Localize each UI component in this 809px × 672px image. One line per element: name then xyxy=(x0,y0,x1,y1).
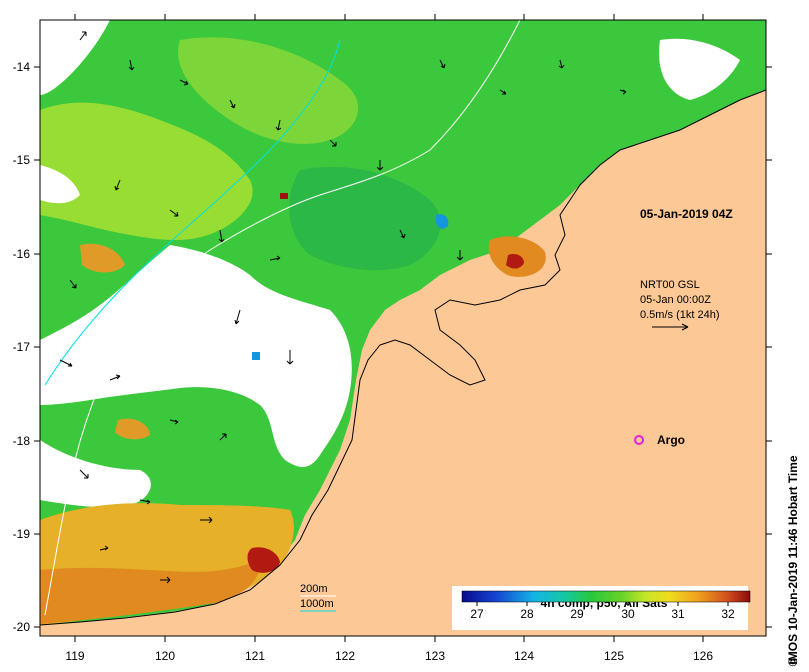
sst-west-warm-2 xyxy=(115,418,150,440)
colorbar-tick-label: 32 xyxy=(721,607,735,621)
argo-label: Argo xyxy=(657,433,685,447)
current-arrow xyxy=(169,209,179,217)
lat-label: -17 xyxy=(13,340,31,354)
current-arrow xyxy=(399,229,406,239)
current-arrow xyxy=(139,499,151,505)
lat-label: -18 xyxy=(13,434,31,448)
latitude-labels: -14 -15 -16 -17 -18 -19 -20 xyxy=(13,60,31,634)
credit-text: IMOS 10-Jan-2019 11:46 Hobart Time xyxy=(786,455,800,665)
scale-arrow xyxy=(652,323,689,331)
contour-200m xyxy=(44,20,521,616)
plot-frame xyxy=(39,19,767,637)
lon-label: 125 xyxy=(604,649,624,663)
current-arrow xyxy=(376,160,384,171)
contour-1000m xyxy=(44,39,341,386)
coastline xyxy=(40,89,766,636)
sst-cold-spot xyxy=(435,214,449,229)
bathymetry-legend: 200m 1000m xyxy=(300,583,336,612)
current-arrow xyxy=(456,250,464,261)
lon-label: 121 xyxy=(245,649,265,663)
current-arrow xyxy=(286,350,294,365)
sst-hotspot-south xyxy=(247,547,280,573)
lon-label: 119 xyxy=(65,649,84,663)
current-arrow xyxy=(269,255,281,261)
current-arrow xyxy=(499,89,507,95)
current-arrow xyxy=(329,139,337,147)
sst-hotspot-small xyxy=(280,193,288,199)
current-arrow xyxy=(160,576,171,584)
current-arrow xyxy=(79,31,87,41)
current-scale: 0.5m/s (1kt 24h) xyxy=(640,309,719,321)
colorbar-tick-label: 27 xyxy=(470,607,484,621)
current-arrow xyxy=(79,469,89,479)
current-arrow xyxy=(169,419,179,425)
argo-marker: Argo xyxy=(634,433,685,447)
current-arrow xyxy=(109,374,121,381)
colorbar-tick-label: 29 xyxy=(570,607,584,621)
current-arrow xyxy=(234,309,241,325)
current-arrow xyxy=(99,545,109,551)
map-panel xyxy=(40,20,766,636)
credit-block: IMOS 10-Jan-2019 11:46 Hobart Time xyxy=(786,455,800,665)
sst-west-warm xyxy=(80,243,125,273)
cloud-gap-north-east xyxy=(659,38,740,100)
longitude-labels: 119 120 121 122 123 124 125 126 xyxy=(65,649,713,663)
current-arrow xyxy=(218,229,225,243)
axis-ticks xyxy=(34,14,772,642)
current-arrow xyxy=(200,516,213,524)
lon-label: 123 xyxy=(425,649,445,663)
lat-label: -15 xyxy=(13,153,31,167)
colorbar-gradient xyxy=(461,590,751,603)
colorbar-tick-label: 30 xyxy=(621,607,635,621)
current-arrow xyxy=(219,433,227,441)
current-source: NRT00 GSL xyxy=(640,279,700,291)
current-arrow xyxy=(59,359,73,367)
sst-cold-spot-2 xyxy=(252,352,260,360)
colorbar-tick-label: 28 xyxy=(520,607,534,621)
colorbar-tick-label: 31 xyxy=(671,607,685,621)
cloud-gap-west xyxy=(40,165,80,204)
current-legend: NRT00 GSL 05-Jan 00:00Z 0.5m/s (1kt 24h) xyxy=(640,279,719,331)
current-arrow xyxy=(558,59,565,69)
current-arrow xyxy=(439,59,446,69)
sst-coastal-hot xyxy=(506,253,524,269)
cloud-gap-south xyxy=(40,440,151,508)
lon-label: 120 xyxy=(155,649,175,663)
date-label: 05-Jan-2019 04Z xyxy=(640,207,733,221)
sst-field-central-patch xyxy=(178,37,359,144)
colorbar-ticks xyxy=(476,602,729,606)
current-time: 05-Jan 00:00Z xyxy=(640,294,711,306)
cloud-gap-central xyxy=(40,245,352,467)
colorbar: 4h comp, p50, All Sats 27 28 29 30 31 32 xyxy=(452,586,751,630)
contour-1000m-label: 1000m xyxy=(300,598,334,610)
current-arrow xyxy=(275,119,282,131)
current-arrow xyxy=(229,99,236,109)
lon-label: 122 xyxy=(335,649,355,663)
current-arrow xyxy=(619,89,627,95)
current-arrow xyxy=(114,179,121,191)
sst-field-south-hot xyxy=(40,560,261,624)
argo-symbol xyxy=(634,435,644,445)
lon-label: 126 xyxy=(693,649,713,663)
copyright-symbol: © xyxy=(786,657,800,666)
current-vectors xyxy=(59,31,627,584)
copyright-block: © xyxy=(786,657,800,666)
sst-field-warm-patch xyxy=(40,102,253,240)
cloud-gap-northwest xyxy=(40,20,110,95)
lat-label: -16 xyxy=(13,247,31,261)
current-arrow xyxy=(69,279,77,289)
lat-label: -14 xyxy=(13,60,31,74)
lat-label: -20 xyxy=(13,620,31,634)
current-arrow xyxy=(128,59,135,71)
lat-label: -19 xyxy=(13,527,31,541)
current-arrow xyxy=(179,79,189,86)
contour-200m-label: 200m xyxy=(300,583,328,595)
lon-label: 124 xyxy=(514,649,534,663)
